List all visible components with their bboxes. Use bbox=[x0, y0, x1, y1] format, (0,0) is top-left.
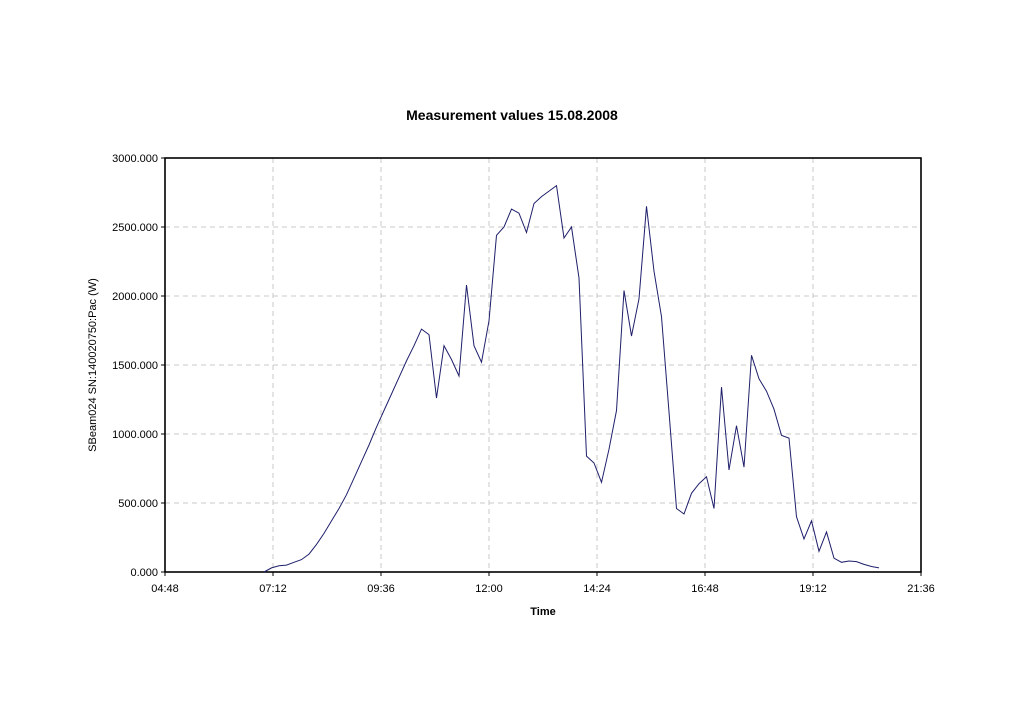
x-tick-label: 14:24 bbox=[583, 583, 611, 595]
y-tick-label: 2500.000 bbox=[112, 222, 158, 234]
y-tick-label: 1000.000 bbox=[112, 429, 158, 441]
x-tick-label: 07:12 bbox=[259, 583, 287, 595]
x-tick-label: 19:12 bbox=[799, 583, 827, 595]
x-tick-label: 21:36 bbox=[907, 583, 935, 595]
y-axis: 0.000 500.000 1000.000 1500.000 2000.000 2500… bbox=[112, 153, 165, 579]
x-tick-label: 04:48 bbox=[151, 583, 179, 595]
y-tick-label: 2000.000 bbox=[112, 291, 158, 303]
chart-title: Measurement values 15.08.2008 bbox=[406, 107, 618, 123]
grid bbox=[165, 158, 921, 572]
x-tick-label: 16:48 bbox=[691, 583, 719, 595]
y-axis-label: SBeam024 SN:140020750:Pac (W) bbox=[87, 278, 99, 452]
y-tick-label: 1500.000 bbox=[112, 360, 158, 372]
x-axis: 04:48 07:12 09:36 12:00 14:24 16:48 19:12 21:36 bbox=[151, 572, 935, 595]
x-axis-label: Time bbox=[530, 606, 555, 618]
x-tick-label: 09:36 bbox=[367, 583, 395, 595]
x-tick-label: 12:00 bbox=[475, 583, 503, 595]
y-tick-label: 0.000 bbox=[130, 567, 158, 579]
y-tick-label: 3000.000 bbox=[112, 153, 158, 165]
y-tick-label: 500.000 bbox=[118, 498, 158, 510]
series-line bbox=[263, 184, 880, 573]
